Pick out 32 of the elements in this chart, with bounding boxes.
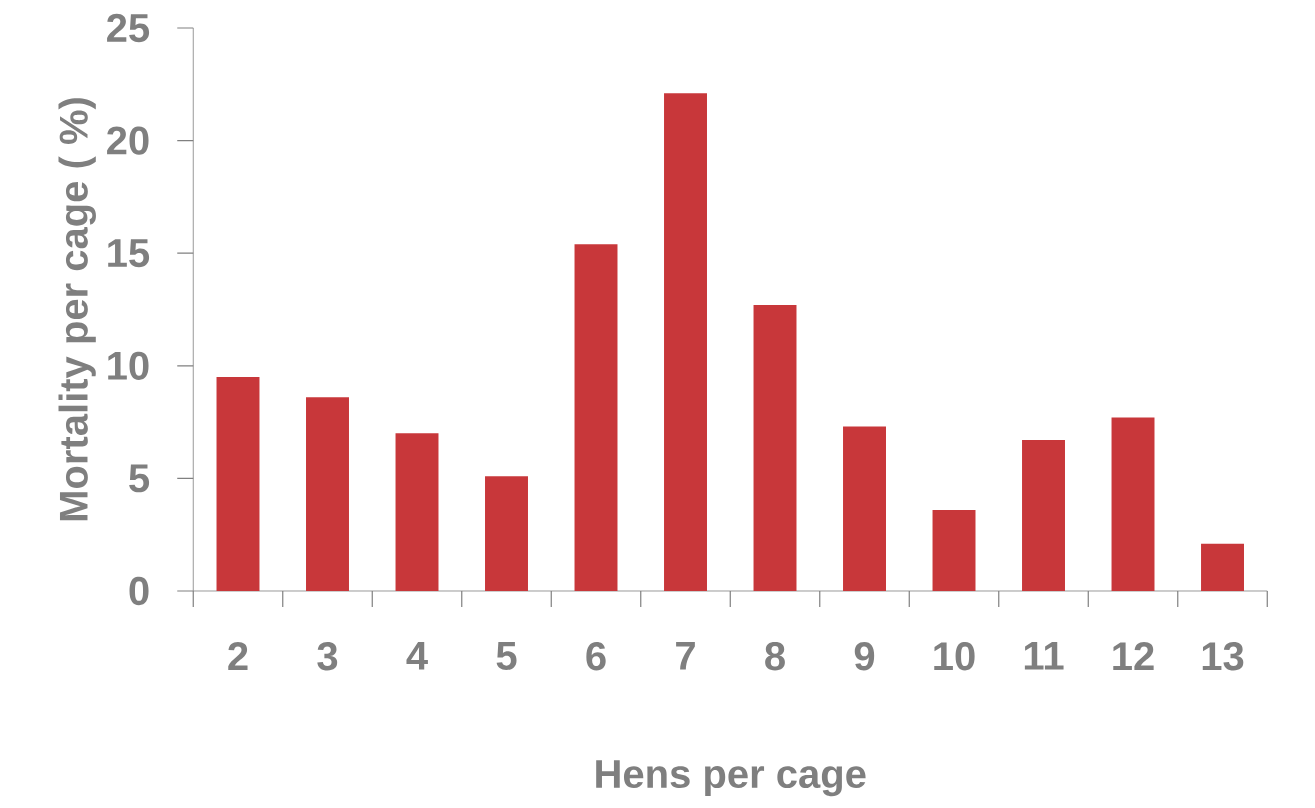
x-tick-label: 6 bbox=[586, 642, 606, 671]
y-tick-label: 5 bbox=[129, 464, 150, 493]
bar bbox=[753, 304, 797, 591]
bar bbox=[395, 433, 439, 591]
x-tick-label: 10 bbox=[934, 642, 975, 671]
x-axis-title: Hens per cage bbox=[596, 760, 866, 797]
bar bbox=[216, 377, 260, 591]
bar bbox=[843, 426, 886, 591]
x-tick-label: 2 bbox=[228, 642, 248, 670]
bar bbox=[1201, 543, 1244, 591]
y-axis-title: Mortality per cage ( %) bbox=[58, 98, 96, 521]
y-tick-label: 0 bbox=[129, 576, 149, 606]
x-tick-label: 5 bbox=[496, 642, 517, 670]
x-tick-label: 4 bbox=[406, 642, 428, 670]
bar bbox=[932, 509, 976, 591]
x-tick-label: 12 bbox=[1113, 642, 1154, 670]
bar bbox=[485, 476, 528, 591]
y-tick-label: 20 bbox=[107, 126, 149, 155]
x-tick-label: 8 bbox=[765, 642, 785, 671]
bar bbox=[574, 244, 618, 591]
x-tick-label: 3 bbox=[317, 642, 338, 671]
bar bbox=[306, 397, 349, 591]
y-tick-label: 10 bbox=[108, 351, 149, 380]
bar bbox=[664, 93, 707, 591]
y-tick-label: 15 bbox=[108, 239, 150, 268]
x-tick-label: 11 bbox=[1024, 642, 1064, 670]
bar bbox=[1111, 417, 1155, 591]
x-tick-label: 13 bbox=[1202, 642, 1244, 671]
bar bbox=[1022, 440, 1065, 591]
x-tick-label: 9 bbox=[854, 642, 875, 671]
x-tick-label: 7 bbox=[676, 642, 695, 670]
y-tick-label: 25 bbox=[107, 13, 150, 43]
